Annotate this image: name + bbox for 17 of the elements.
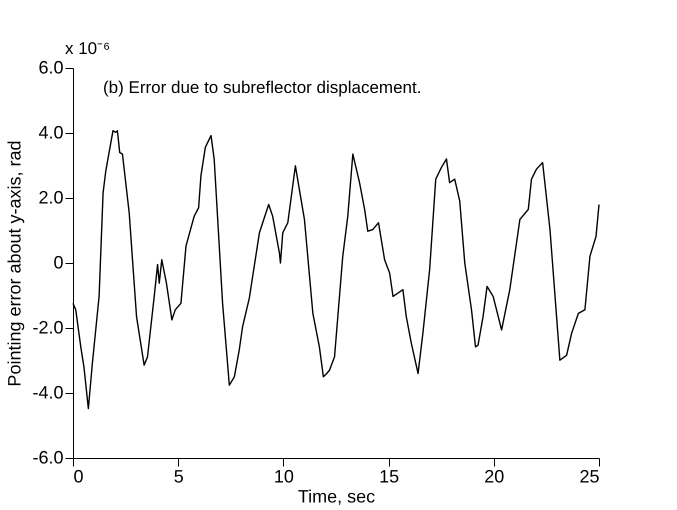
x-tick-label: 5 [174, 466, 184, 486]
x-tick-label: 25 [579, 466, 600, 486]
y-tick-label: 4.0 [38, 122, 64, 142]
x-axis-title: Time, sec [298, 486, 376, 506]
y-tick-label: -2.0 [32, 318, 64, 338]
x-tick-label: 20 [484, 466, 504, 486]
y-tick-label: -4.0 [32, 382, 64, 402]
y-axis-title: Pointing error about y-axis, rad [4, 140, 24, 387]
y-tick-label: -6.0 [32, 448, 64, 468]
y-tick-label: 0 [53, 252, 64, 272]
text: x 10⁻⁶ [65, 39, 110, 58]
y-tick-label: 2.0 [38, 188, 64, 208]
y-tick-label: 6.0 [38, 58, 64, 78]
text: (b) Error due to subreflector displacement. [103, 78, 422, 97]
x-tick-label: 10 [274, 466, 294, 486]
x-tick-label: 0 [74, 466, 84, 486]
x-tick-label: 15 [379, 466, 400, 486]
